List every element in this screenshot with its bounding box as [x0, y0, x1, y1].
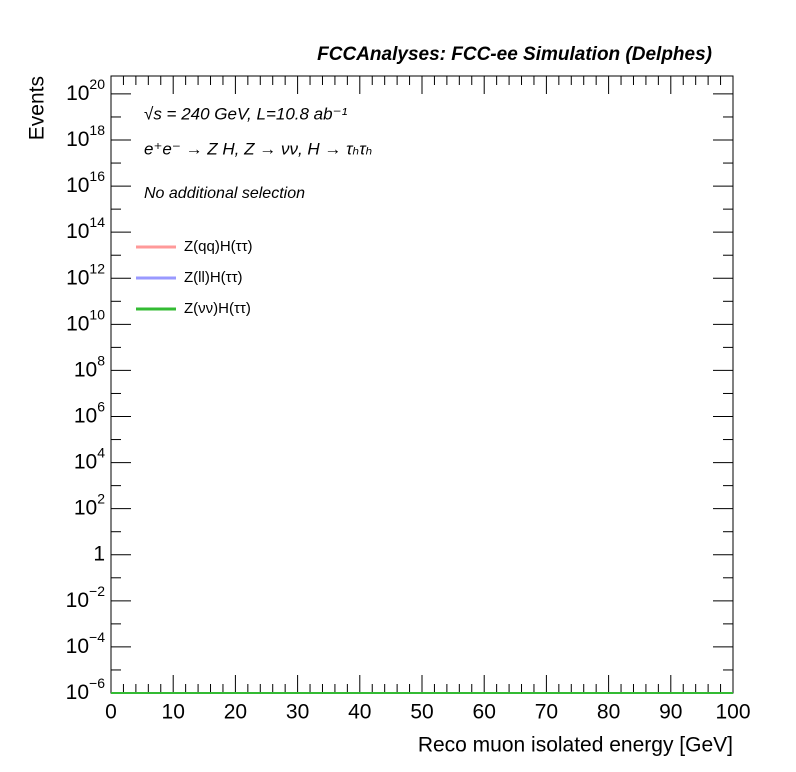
- y-tick-label: 106: [74, 398, 105, 427]
- x-axis-label: Reco muon isolated energy [GeV]: [418, 734, 733, 757]
- x-tick-label: 10: [162, 701, 185, 724]
- annotation: No additional selection: [144, 185, 305, 202]
- x-tick-label: 90: [659, 701, 682, 724]
- y-tick-label: 1010: [66, 306, 105, 335]
- y-tick-label: 1020: [66, 76, 105, 105]
- y-tick-label: 102: [74, 490, 105, 519]
- x-tick-label: 40: [348, 701, 371, 724]
- legend-label: Z(νν)H(ττ): [184, 300, 251, 317]
- y-tick-label: 1014: [66, 214, 105, 243]
- x-tick-label: 70: [535, 701, 558, 724]
- plot-frame: [110, 75, 734, 694]
- y-tick-label: 1016: [66, 168, 105, 197]
- y-tick-label: 10−2: [66, 583, 106, 612]
- legend-label: Z(qq)H(ττ): [184, 238, 253, 255]
- x-tick-label: 20: [224, 701, 247, 724]
- x-tick-label: 100: [715, 701, 750, 724]
- y-tick-label: 1012: [66, 260, 105, 289]
- chart-title: FCCAnalyses: FCC-ee Simulation (Delphes): [317, 44, 712, 65]
- x-tick-label: 30: [286, 701, 309, 724]
- x-tick-label: 50: [410, 701, 433, 724]
- y-tick-label: 10−4: [66, 629, 106, 658]
- legend-label: Z(ll)H(ττ): [184, 269, 243, 286]
- y-tick-label: 104: [74, 444, 105, 473]
- annotation: e⁺e⁻ → Z H, Z → νν, H → τₕτₕ: [144, 139, 372, 158]
- y-tick-label: 1018: [66, 122, 105, 151]
- y-tick-label: 10−6: [66, 675, 106, 704]
- y-tick-label: 1: [93, 542, 105, 565]
- x-tick-label: 0: [105, 701, 117, 724]
- y-axis-label: Events: [26, 76, 49, 140]
- x-tick-label: 60: [473, 701, 496, 724]
- y-tick-label: 108: [74, 352, 105, 381]
- annotation: √s = 240 GeV, L=10.8 ab⁻¹: [144, 104, 348, 123]
- x-tick-label: 80: [597, 701, 620, 724]
